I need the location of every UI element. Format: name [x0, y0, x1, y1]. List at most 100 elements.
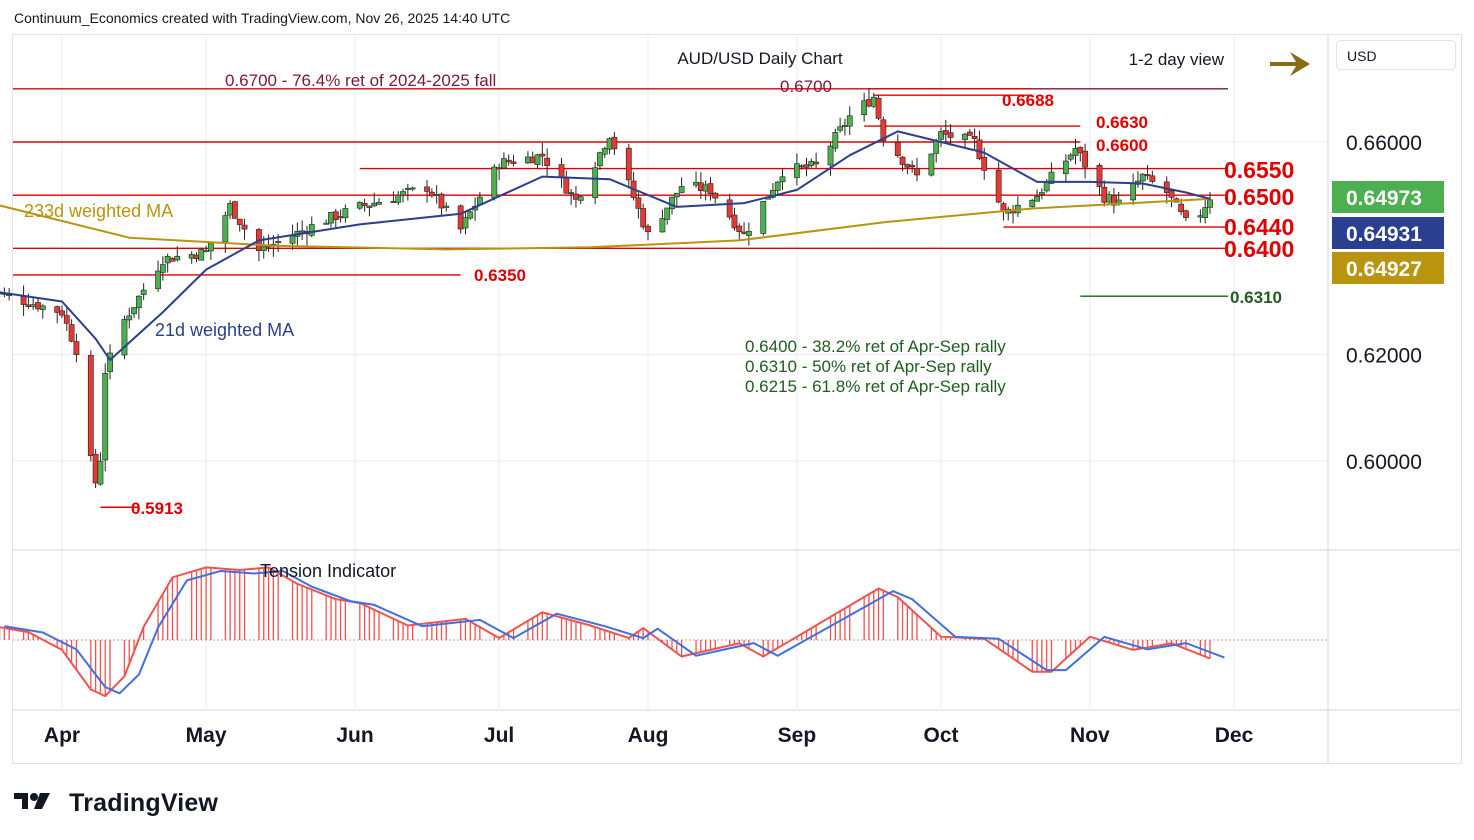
ma233-line: [0, 197, 1211, 251]
candle: [1168, 190, 1175, 208]
ma21-line: [0, 130, 1211, 361]
candle-body: [702, 184, 709, 192]
candle-body: [611, 136, 618, 150]
candle: [59, 305, 65, 318]
candle-body: [938, 131, 944, 140]
level-label-0.6350: 0.6350: [474, 266, 526, 285]
candle-body: [774, 181, 781, 191]
candle: [803, 157, 810, 177]
candle: [640, 203, 647, 230]
candle-body: [510, 161, 517, 164]
candle-body: [126, 315, 133, 321]
candle-body: [73, 341, 80, 355]
candle: [510, 155, 517, 167]
candle: [87, 350, 94, 462]
candle-body: [899, 156, 906, 165]
candle: [0, 289, 3, 303]
currency-selector[interactable]: USD: [1336, 40, 1456, 70]
candle: [39, 304, 46, 319]
x-month-label: Sep: [778, 724, 817, 747]
candle-body: [1062, 160, 1069, 175]
candle-body: [39, 305, 46, 310]
candle: [1062, 154, 1069, 182]
level-label-0.6700-top: 0.6700: [780, 77, 832, 96]
candle-body: [842, 125, 848, 127]
candle-body: [1043, 181, 1050, 192]
candle: [525, 151, 531, 165]
candle-body: [966, 131, 973, 136]
candle-body: [659, 218, 666, 233]
candle-body: [1183, 210, 1189, 218]
candle-body: [457, 205, 464, 230]
candle: [232, 200, 238, 220]
candle: [462, 211, 469, 235]
candle: [899, 155, 906, 172]
candle-body: [390, 201, 397, 203]
candle-body: [400, 191, 406, 196]
candle: [193, 252, 200, 263]
candle: [328, 212, 334, 228]
candle-body: [505, 159, 512, 163]
candle-body: [1096, 165, 1103, 187]
candle: [308, 216, 315, 238]
axes: 0.66000 0.62000 0.60000 Apr May Jun Jul Aug Sep O…: [44, 132, 1422, 747]
candle-body: [640, 208, 647, 228]
candle: [174, 246, 181, 262]
fib-annotation: 0.6310 - 50% ret of Apr-Sep rally: [745, 357, 992, 376]
candle: [236, 218, 243, 232]
x-month-label: Jul: [484, 724, 514, 747]
candle: [1163, 176, 1170, 204]
candle-body: [491, 166, 498, 199]
candle: [760, 201, 767, 236]
candle: [1005, 206, 1012, 221]
candle-body: [428, 191, 435, 197]
candle-body: [534, 154, 541, 165]
candle-body: [803, 164, 810, 168]
y-tick-label: 0.60000: [1346, 451, 1422, 474]
price-badge: 0.64973: [1332, 181, 1444, 213]
level-label-0.6500: 0.6500: [1224, 184, 1294, 210]
candle: [736, 223, 743, 241]
candle-body: [20, 296, 27, 305]
x-month-label: Jun: [336, 724, 373, 747]
candle: [400, 188, 406, 203]
candle: [496, 163, 502, 180]
candle-body: [328, 212, 334, 224]
candle: [558, 157, 565, 188]
candle-body: [308, 224, 315, 236]
tradingview-logo[interactable]: TradingView: [14, 788, 218, 818]
brand-name: TradingView: [69, 788, 219, 817]
candle: [404, 183, 411, 201]
candle-body: [664, 207, 671, 220]
candle-body: [1034, 196, 1040, 202]
candle-body: [741, 231, 747, 234]
candle-body: [625, 147, 632, 181]
candle-body: [1149, 175, 1156, 182]
candle: [707, 176, 714, 201]
candle-body: [1077, 147, 1084, 154]
candle-body: [63, 315, 70, 324]
candle: [726, 193, 733, 220]
candle: [673, 193, 680, 207]
candle-body: [107, 352, 113, 373]
candle: [880, 116, 887, 147]
candle-body: [169, 257, 176, 262]
candle: [577, 195, 584, 205]
candle: [1072, 138, 1079, 165]
candle-body: [102, 373, 109, 461]
candle: [203, 245, 209, 253]
candle-body: [121, 319, 128, 356]
candle-body: [837, 126, 844, 131]
x-month-label: Nov: [1070, 724, 1110, 747]
candle-body: [299, 230, 306, 233]
ma233-label: 233d weighted MA: [24, 201, 173, 221]
candle: [131, 307, 137, 319]
candle: [597, 151, 603, 170]
candle-body: [942, 130, 949, 135]
candle-body: [35, 302, 41, 310]
level-label-0.6550: 0.6550: [1224, 157, 1294, 183]
candle: [909, 160, 916, 173]
candle: [30, 296, 37, 310]
x-month-label: Apr: [44, 724, 80, 747]
